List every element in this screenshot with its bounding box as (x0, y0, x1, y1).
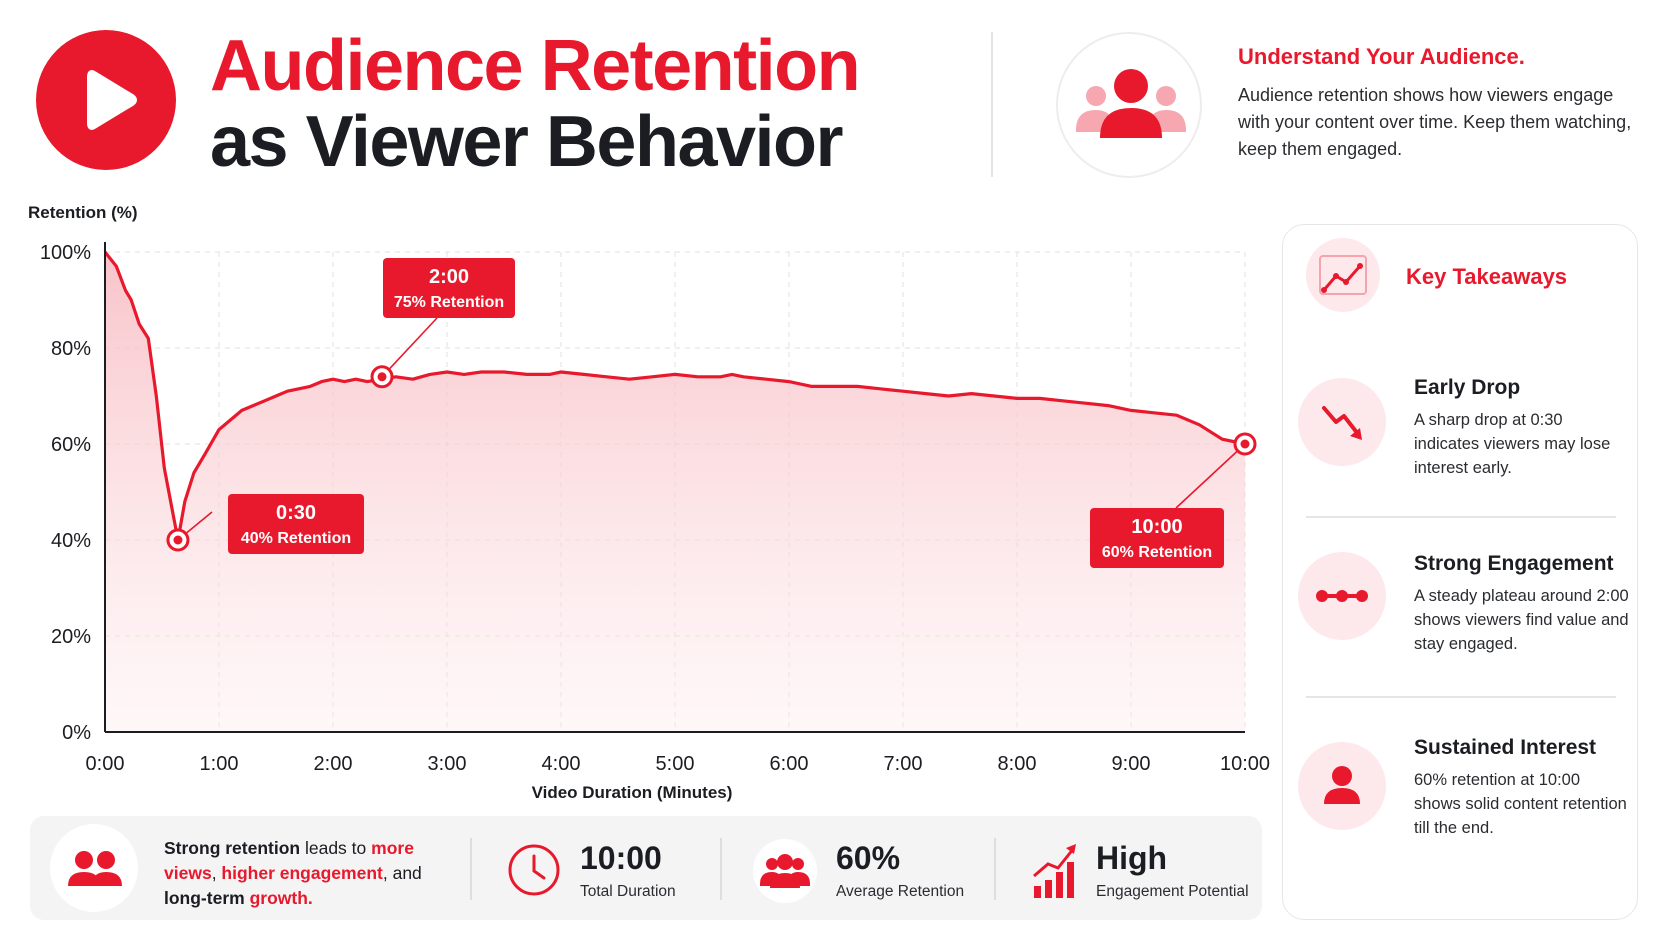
group-icon (753, 839, 817, 903)
key-takeaways-title: Key Takeaways (1406, 264, 1568, 289)
msg-text: . (307, 888, 313, 908)
x-tick-label: 10:00 (1220, 753, 1270, 775)
retention-area (105, 252, 1245, 732)
annotation-point-core (377, 372, 387, 382)
x-axis-label: Video Duration (Minutes) (532, 783, 733, 802)
annotation-label: 75% Retention (394, 294, 504, 311)
annotation-time: 10:00 (1131, 516, 1182, 538)
stat-divider (994, 838, 996, 900)
y-tick-label: 60% (51, 434, 91, 456)
x-tick-label: 4:00 (542, 753, 581, 775)
y-tick-label: 100% (40, 242, 91, 264)
audience-circle (1056, 32, 1202, 178)
sustained-interest-badge (1298, 742, 1386, 830)
y-tick-label: 80% (51, 338, 91, 360)
annotation-time: 0:30 (276, 502, 316, 524)
msg-strong-retention: Strong retention (164, 838, 301, 858)
takeaway-body-strong-engagement: A steady plateau around 2:00 shows viewe… (1414, 587, 1629, 653)
x-tick-label: 6:00 (770, 753, 809, 775)
stat-divider (720, 838, 722, 900)
msg-higher-engagement: higher engagement (221, 863, 383, 883)
x-tick-label: 2:00 (314, 753, 353, 775)
takeaway-title-early-drop: Early Drop (1414, 376, 1521, 399)
annotation-box (1090, 508, 1224, 568)
msg-long-term: long-term (164, 888, 245, 908)
stat-total-duration-label: Total Duration (580, 883, 676, 900)
key-takeaways-badge (1306, 238, 1380, 312)
trending-down-icon (1322, 406, 1362, 440)
msg-growth: growth (249, 888, 308, 908)
takeaway-divider (1306, 516, 1616, 518)
intro-body: Audience retention shows how viewers eng… (1238, 85, 1632, 159)
x-tick-label: 5:00 (656, 753, 695, 775)
bottom-audience-badge (50, 824, 138, 912)
logo-play-circle (36, 30, 176, 170)
stat-engagement-label: Engagement Potential (1096, 883, 1249, 900)
audience-group-icon (1076, 69, 1186, 138)
rising-bars-icon (1033, 844, 1076, 898)
group-icon (68, 851, 122, 886)
takeaway-title-sustained-interest: Sustained Interest (1414, 736, 1597, 759)
x-tick-label: 3:00 (428, 753, 467, 775)
plateau-line-icon (1316, 590, 1368, 602)
clock-icon (508, 844, 560, 896)
trend-chart-icon (1319, 255, 1367, 295)
bottom-message: Strong retention leads to more views, hi… (164, 836, 444, 911)
takeaway-divider (1306, 696, 1616, 698)
takeaway-title-strong-engagement: Strong Engagement (1414, 552, 1614, 575)
page-title-line-2: as Viewer Behavior (210, 102, 844, 182)
y-tick-label: 40% (51, 530, 91, 552)
early-drop-badge (1298, 378, 1386, 466)
annotation-box (228, 494, 364, 554)
stat-engagement-value: High (1096, 840, 1168, 876)
msg-more-views: more views (164, 838, 414, 883)
x-tick-label: 7:00 (884, 753, 923, 775)
stat-divider (470, 838, 472, 900)
annotation-label: 60% Retention (1102, 544, 1212, 561)
x-tick-label: 9:00 (1112, 753, 1151, 775)
annotation-label: 40% Retention (241, 530, 351, 547)
takeaway-body-early-drop: A sharp drop at 0:30 indicates viewers m… (1414, 411, 1611, 477)
takeaway-body-sustained-interest: 60% retention at 10:00 shows solid conte… (1414, 771, 1627, 837)
page-title-line-1: Audience Retention (210, 26, 861, 106)
y-tick-label: 20% (51, 626, 91, 648)
msg-text: and (387, 863, 422, 883)
annotation-point-core (1240, 439, 1250, 449)
y-tick-label: 0% (62, 722, 91, 744)
msg-text: , (211, 863, 222, 883)
intro-title: Understand Your Audience. (1238, 44, 1525, 69)
stat-average-retention-label: Average Retention (836, 883, 965, 900)
header-divider (991, 32, 993, 177)
x-tick-label: 1:00 (200, 753, 239, 775)
annotation-box (383, 258, 515, 318)
y-axis-label: Retention (%) (28, 203, 138, 222)
stat-total-duration-value: 10:00 (580, 840, 662, 876)
retention-line (103, 251, 1246, 542)
annotation-point-core (173, 535, 183, 545)
retention-chart: 0% 20% 40% 60% 80% 100% 0:00 1:00 2:00 3:00 4:00 5:… (28, 203, 1270, 802)
annotation-time: 2:00 (429, 266, 469, 288)
stat-average-retention-value: 60% (836, 840, 901, 876)
strong-engagement-badge (1298, 552, 1386, 640)
annotation-leader (381, 317, 438, 378)
msg-text: leads to (300, 838, 372, 858)
msg-text: , (382, 863, 388, 883)
x-tick-label: 0:00 (86, 753, 125, 775)
x-tick-label: 8:00 (998, 753, 1037, 775)
person-icon (1324, 766, 1360, 804)
play-button-icon (87, 70, 137, 130)
annotation-leader (1175, 443, 1246, 509)
